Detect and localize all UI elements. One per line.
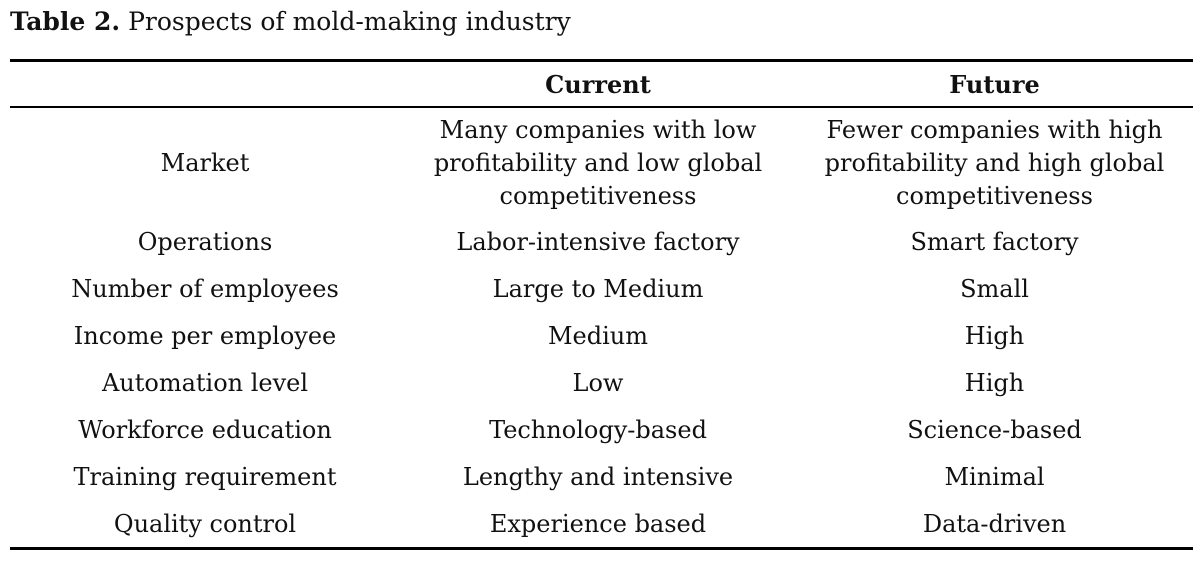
future-cell: Fewer companies with high profitability … — [796, 107, 1193, 218]
current-cell: Low — [572, 368, 624, 397]
row-label-cell: Market — [10, 107, 400, 218]
current-cell: Labor-intensive factory — [456, 227, 740, 256]
header-cell-current: Current — [545, 69, 651, 99]
current-cell: Lengthy and intensive — [462, 462, 734, 491]
current-cell: Technology-based — [489, 415, 707, 444]
table-row: Workforce education Technology-based Sci… — [10, 406, 1193, 453]
table-body: Market Many companies with low profitabi… — [10, 107, 1193, 549]
row-label-cell: Quality control — [113, 509, 297, 538]
future-cell: High — [964, 368, 1025, 397]
future-cell: Minimal — [944, 462, 1045, 491]
future-value: Fewer companies with high profitability … — [824, 115, 1165, 210]
table-row: Market Many companies with low profitabi… — [10, 107, 1193, 218]
table-row: Operations Labor-intensive factory Smart… — [10, 218, 1193, 265]
row-label-cell: Automation level — [101, 368, 309, 397]
future-cell: Data-driven — [922, 509, 1067, 538]
row-label-cell: Workforce education — [78, 415, 332, 444]
row-label-cell: Training requirement — [73, 462, 337, 491]
current-cell: Many companies with low profitability an… — [400, 107, 796, 218]
table-row: Number of employees Large to Medium Smal… — [10, 265, 1193, 312]
current-cell: Experience based — [489, 509, 707, 538]
header-cell-future: Future — [949, 69, 1040, 99]
current-value: Many companies with low profitability an… — [433, 115, 763, 210]
future-cell: Small — [960, 274, 1029, 303]
future-cell: Science-based — [907, 415, 1082, 444]
table-row: Income per employee Medium High — [10, 312, 1193, 359]
table-row: Automation level Low High — [10, 359, 1193, 406]
header-cell-aspect — [10, 61, 400, 108]
header-row: Current Future — [10, 60, 1193, 108]
table-row: Quality control Experience based Data-dr… — [10, 500, 1193, 549]
table-caption-title: Prospects of mold-making industry — [128, 7, 571, 36]
table-row: Training requirement Lengthy and intensi… — [10, 453, 1193, 500]
future-cell: High — [964, 321, 1025, 350]
row-label-cell: Income per employee — [73, 321, 337, 350]
prospects-table: Current Future Market Many companies wit… — [10, 59, 1193, 550]
row-label-cell: Operations — [137, 227, 273, 256]
row-label: Market — [160, 148, 250, 177]
table-caption: Table 2. Prospects of mold-making indust… — [10, 5, 571, 39]
current-cell: Large to Medium — [492, 274, 704, 303]
row-label-cell: Number of employees — [71, 274, 339, 303]
future-cell: Smart factory — [910, 227, 1079, 256]
current-cell: Medium — [547, 321, 649, 350]
table-header: Current Future — [10, 60, 1193, 108]
table-caption-label: Table 2. — [10, 7, 121, 36]
